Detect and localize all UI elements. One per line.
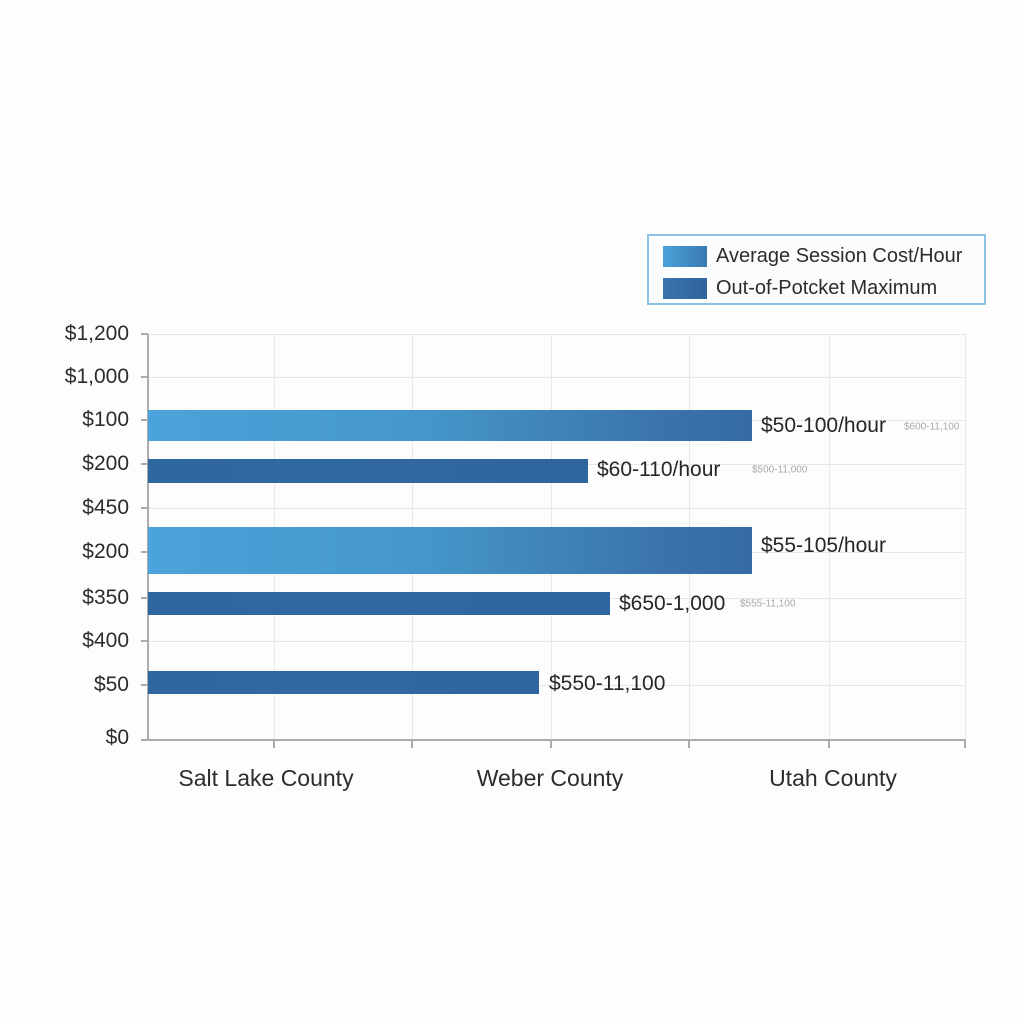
gridline: [148, 685, 965, 686]
bar-out-of-pocket-max: [148, 671, 539, 694]
gridline: [148, 377, 965, 378]
legend-swatch: [663, 245, 707, 267]
y-tick-label: $450: [82, 496, 129, 519]
chart-legend: Average Session Cost/Hour Out-of-Potcket…: [647, 234, 986, 305]
x-tick: [550, 740, 552, 748]
y-tick-label: $100: [82, 408, 129, 431]
bar-value-label: $55-105/hour: [761, 534, 886, 557]
bar-average-session-cost: [148, 410, 752, 441]
gridline: [148, 334, 965, 335]
gridline: [148, 641, 965, 642]
y-tick: [141, 376, 148, 378]
x-axis-line: [141, 739, 966, 741]
y-tick-label: $350: [82, 586, 129, 609]
y-tick-label: $50: [93, 673, 129, 696]
x-tick: [411, 740, 413, 748]
bar-note-label: $500-11,000: [752, 464, 808, 476]
x-tick: [273, 740, 275, 748]
bar-out-of-pocket-max: [148, 459, 588, 483]
bar-value-label: $50-100/hour: [761, 414, 886, 437]
y-tick-label: $0: [105, 726, 129, 749]
bar-value-label: $550-11,100: [549, 672, 666, 695]
x-category-label: Salt Lake County: [178, 765, 354, 791]
bar-average-session-cost: [148, 527, 752, 574]
x-category-label: Weber County: [476, 765, 624, 791]
y-tick: [141, 684, 148, 686]
gridline: [965, 334, 966, 740]
bar-out-of-pocket-max: [148, 592, 610, 615]
x-tick: [688, 740, 690, 748]
y-tick-label: $1,200: [64, 322, 129, 345]
bar-note-label: $555-11,100: [740, 598, 796, 610]
legend-label: Out-of-Potcket Maximum: [716, 276, 938, 299]
legend-item-out-of-pocket-max: Out-of-Potcket Maximum: [663, 276, 937, 300]
gridline: [829, 334, 830, 740]
y-tick: [141, 463, 148, 465]
y-tick: [141, 419, 148, 421]
x-category-label: Utah County: [769, 765, 897, 791]
bar-value-label: $60-110/hour: [597, 458, 721, 481]
y-tick-label: $200: [82, 540, 129, 563]
y-tick: [141, 507, 148, 509]
x-tick: [828, 740, 830, 748]
y-tick-label: $200: [82, 452, 129, 475]
y-tick-label: $400: [82, 629, 129, 652]
bar-value-label: $650-1,000: [619, 592, 726, 615]
y-tick: [141, 640, 148, 642]
legend-label: Average Session Cost/Hour: [716, 244, 963, 267]
bar-note-label: $600-11,100: [904, 421, 960, 433]
y-tick-label: $1,000: [64, 365, 129, 388]
legend-item-average-session-cost: Average Session Cost/Hour: [663, 244, 962, 268]
y-tick: [141, 551, 148, 553]
y-tick: [141, 597, 148, 599]
legend-swatch: [663, 277, 707, 299]
x-tick: [964, 740, 966, 748]
y-tick: [141, 333, 148, 335]
gridline: [148, 508, 965, 509]
